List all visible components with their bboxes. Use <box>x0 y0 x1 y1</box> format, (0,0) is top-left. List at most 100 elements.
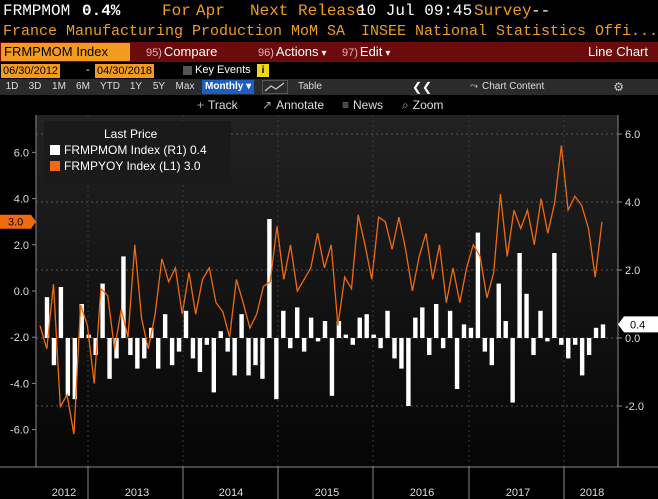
period-max[interactable]: Max <box>175 81 195 92</box>
table-button[interactable]: Table <box>298 81 322 92</box>
bar <box>93 338 98 355</box>
bar <box>142 338 147 359</box>
bar <box>434 304 439 338</box>
bar <box>343 334 349 338</box>
period-5y[interactable]: 5Y <box>152 81 166 92</box>
bar <box>100 283 105 338</box>
bar <box>427 338 432 355</box>
chart-content-icon: ⤳ <box>470 81 478 92</box>
bar <box>288 338 293 349</box>
news-icon: ≡ <box>342 98 350 112</box>
actions-button[interactable]: 96) Actions ▾ <box>258 44 327 59</box>
left-tick-label: -4.0 <box>10 378 29 390</box>
bar <box>232 338 237 376</box>
start-date-field[interactable]: 06/30/2012 <box>1 64 61 78</box>
info-icon[interactable]: i <box>257 64 269 77</box>
bar <box>336 321 342 338</box>
key-events-label: Key Events <box>195 64 251 76</box>
legend-swatch-mom <box>50 145 60 155</box>
last-value: 0.4% <box>82 2 121 20</box>
bar <box>197 338 203 372</box>
bar <box>364 314 369 338</box>
security-field[interactable]: FRMPMOM Index <box>1 43 130 61</box>
search-icon: ⌕ <box>402 98 409 112</box>
period-1y[interactable]: 1Y <box>129 81 143 92</box>
gear-icon[interactable]: ⚙ <box>613 80 624 94</box>
bar <box>204 338 210 345</box>
bar <box>253 338 258 366</box>
survey-value: -- <box>531 2 551 20</box>
bar <box>510 338 515 403</box>
bar <box>489 338 494 366</box>
bar <box>44 297 50 338</box>
left-tick-label: -6.0 <box>10 425 29 437</box>
left-tick-label: -2.0 <box>10 332 29 344</box>
next-release-label: Next Release <box>250 2 366 20</box>
series-name: France Manufacturing Production MoM SA <box>3 23 346 40</box>
bar <box>301 338 307 352</box>
frequency-dropdown[interactable]: Monthly ▾ <box>202 80 255 94</box>
left-value-marker <box>0 214 36 229</box>
period-1d[interactable]: 1D <box>5 81 19 92</box>
chevron-down-icon: ▾ <box>321 48 327 59</box>
header-bar: FRMPMOM 0.4% For Apr Next Release 10 Jul… <box>0 0 658 22</box>
edit-button[interactable]: 97) Edit ▾ <box>342 44 391 59</box>
chart-tools-bar: + Track ↗ Annotate ≡ News ⌕ Zoom <box>0 95 658 115</box>
news-tool[interactable]: ≡ News <box>342 98 384 112</box>
period-6m[interactable]: 6M <box>76 81 90 92</box>
bar <box>413 317 418 338</box>
period-ytd[interactable]: YTD <box>100 81 120 92</box>
bar <box>51 338 57 366</box>
zoom-tool[interactable]: ⌕ Zoom <box>402 98 444 112</box>
annotate-icon: ↗ <box>262 98 273 112</box>
bar <box>406 338 411 406</box>
chart-content-button[interactable]: ⤳ Chart Content <box>470 81 545 92</box>
bar <box>246 338 251 376</box>
annotate-tool[interactable]: ↗ Annotate <box>262 98 325 112</box>
bar <box>552 253 557 338</box>
bar <box>218 331 223 338</box>
chart-type-label[interactable]: Line Chart <box>588 44 648 59</box>
bar <box>274 338 279 400</box>
right-tick-label: 2.0 <box>625 265 640 277</box>
command-toolbar: FRMPMOM Index 95) Compare 96) Actions ▾ 97)… <box>0 42 658 62</box>
period: Apr <box>196 2 225 20</box>
left-tick-label: 2.0 <box>14 240 29 252</box>
bar <box>295 307 300 338</box>
left-tick-label: 6.0 <box>14 147 29 159</box>
bar <box>156 338 161 369</box>
period-3d[interactable]: 3D <box>28 81 42 92</box>
right-tick-label: -2.0 <box>625 401 644 413</box>
date-range-bar: 06/30/2012 - 04/30/2018 Key Events i <box>0 62 658 79</box>
x-tick-label: 2017 <box>506 487 530 499</box>
key-events-checkbox[interactable] <box>183 66 192 75</box>
period-bar: 1D 3D 1M 6M YTD 1Y 5Y Max Monthly ▾ Tabl… <box>0 79 658 95</box>
bar <box>586 338 592 355</box>
bar <box>573 338 578 345</box>
bar <box>454 338 460 389</box>
bar <box>72 338 77 400</box>
bar <box>239 314 244 338</box>
line-chart-icon[interactable] <box>262 80 288 94</box>
subtitle-bar: France Manufacturing Production MoM SA I… <box>0 22 658 42</box>
bar <box>190 338 196 359</box>
bar <box>183 310 189 338</box>
bar <box>385 310 390 338</box>
bar <box>350 338 355 345</box>
bar <box>545 338 550 342</box>
track-tool[interactable]: + Track <box>197 98 238 112</box>
bar <box>593 327 599 338</box>
bar <box>392 338 397 359</box>
compare-button[interactable]: 95) Compare <box>146 44 218 59</box>
bar <box>378 338 383 349</box>
period-1m[interactable]: 1M <box>52 81 66 92</box>
ticker-symbol: FRMPMOM <box>3 2 71 20</box>
bar <box>538 310 543 338</box>
bar <box>329 338 335 396</box>
end-date-field[interactable]: 04/30/2018 <box>95 64 155 78</box>
collapse-chevron-icon[interactable]: ❮❮ <box>412 80 433 94</box>
bar <box>524 293 529 338</box>
left-tick-label: 4.0 <box>14 194 29 206</box>
x-tick-label: 2014 <box>219 487 243 499</box>
bar <box>260 338 265 379</box>
